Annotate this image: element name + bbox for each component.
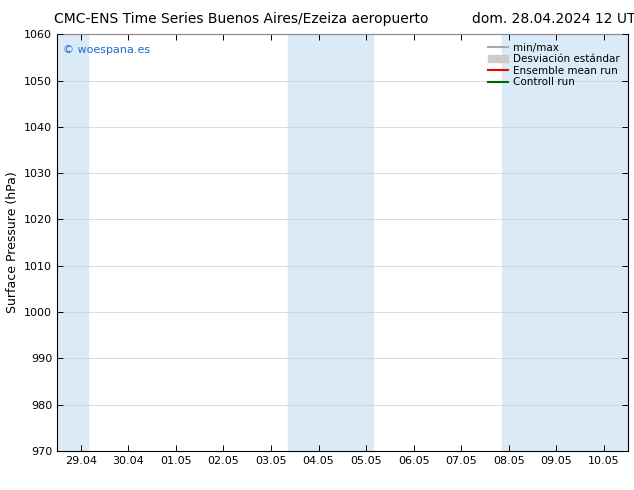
Y-axis label: Surface Pressure (hPa): Surface Pressure (hPa) xyxy=(6,172,18,314)
Text: dom. 28.04.2024 12 UTC: dom. 28.04.2024 12 UTC xyxy=(472,12,634,26)
Bar xyxy=(288,34,373,451)
Bar xyxy=(57,34,88,451)
Text: © woespana.es: © woespana.es xyxy=(63,45,150,55)
Legend: min/max, Desviación estándar, Ensemble mean run, Controll run: min/max, Desviación estándar, Ensemble m… xyxy=(484,40,623,91)
Text: CMC-ENS Time Series Buenos Aires/Ezeiza aeropuerto: CMC-ENS Time Series Buenos Aires/Ezeiza … xyxy=(54,12,428,26)
Bar xyxy=(501,34,628,451)
